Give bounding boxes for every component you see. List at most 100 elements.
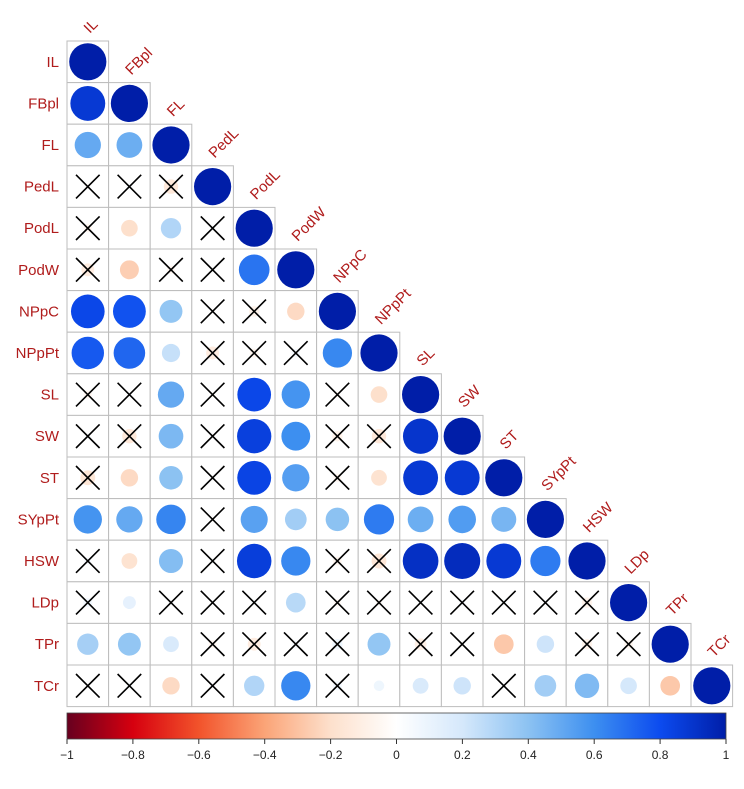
corr-circle-HSW-ST xyxy=(486,543,522,579)
column-label-NPpPt: NPpPt xyxy=(372,285,415,328)
insignificant-cross-SW-IL xyxy=(75,423,101,449)
column-label-TPr: TPr xyxy=(663,590,692,619)
tick-label: 0 xyxy=(393,748,400,762)
corr-circle-TCr-SW xyxy=(453,677,471,695)
column-label-PodL: PodL xyxy=(247,166,284,203)
cell-ST-NPpC xyxy=(316,456,359,500)
corr-circle-SW-PodL xyxy=(237,419,272,454)
insignificant-cross-SW-FBpl xyxy=(117,423,142,449)
insignificant-cross-PodW-FL xyxy=(158,257,184,283)
insignificant-cross-LDp-SW xyxy=(449,590,475,615)
insignificant-cross-LDp-NPpPt xyxy=(366,590,392,615)
corr-circle-SYpPt-FL xyxy=(156,504,186,535)
cell-SL-FL xyxy=(149,373,193,416)
corr-circle-ST-FBpl xyxy=(120,469,139,487)
column-label-ST: ST xyxy=(497,427,523,453)
column-label-SL: SL xyxy=(413,345,438,370)
insignificant-cross-TCr-FBpl xyxy=(117,673,142,699)
tick-label: −0.8 xyxy=(121,748,145,762)
tick-label: −0.2 xyxy=(319,748,343,762)
corr-circle-SL-SL xyxy=(402,376,440,414)
insignificant-cross-PedL-IL xyxy=(75,174,101,199)
tick-label: 0.2 xyxy=(454,748,471,762)
insignificant-cross-NPpPt-PodW xyxy=(283,340,309,366)
row-label-HSW: HSW xyxy=(24,553,60,570)
corr-circle-NPpPt-IL xyxy=(71,336,105,370)
corr-circle-SYpPt-SW xyxy=(448,505,476,534)
insignificant-cross-TCr-PedL xyxy=(200,673,225,699)
corr-circle-HSW-PodL xyxy=(236,543,272,579)
insignificant-cross-SW-NPpC xyxy=(325,423,350,449)
tick-label: 0.4 xyxy=(520,748,537,762)
insignificant-cross-ST-PedL xyxy=(200,465,225,491)
insignificant-cross-LDp-IL xyxy=(75,590,101,615)
corr-circle-SW-SL xyxy=(402,418,439,454)
insignificant-cross-HSW-NPpC xyxy=(325,548,350,574)
corr-circle-SL-NPpPt xyxy=(370,386,388,403)
insignificant-cross-TPr-LDp xyxy=(616,631,641,657)
insignificant-cross-PedL-FBpl xyxy=(117,174,142,199)
corr-circle-TCr-TPr xyxy=(660,675,681,696)
corr-circle-HSW-HSW xyxy=(568,542,606,580)
corr-circle-HSW-SYpPt xyxy=(530,545,561,577)
cell-TCr-ST xyxy=(482,664,526,708)
color-legend xyxy=(66,712,727,740)
row-label-SL: SL xyxy=(41,387,59,404)
corr-circle-ST-PodW xyxy=(282,464,310,492)
corr-circle-TPr-NPpPt xyxy=(367,632,391,656)
insignificant-cross-SL-PedL xyxy=(200,382,225,407)
corr-circle-NPpPt-FBpl xyxy=(113,337,146,369)
corr-circle-TCr-TCr xyxy=(693,667,731,705)
corr-circle-LDp-LDp xyxy=(610,584,648,622)
corr-circle-TPr-IL xyxy=(77,633,99,655)
tick-label: −0.4 xyxy=(253,748,277,762)
corr-circle-TCr-FL xyxy=(162,677,180,695)
corr-circle-NPpPt-NPpC xyxy=(322,338,353,368)
insignificant-cross-SYpPt-PedL xyxy=(200,507,225,532)
corr-circle-SYpPt-FBpl xyxy=(116,506,143,533)
row-label-FBpl: FBpl xyxy=(28,95,59,112)
insignificant-cross-TPr-SL xyxy=(408,631,433,657)
corr-circle-PodW-PodL xyxy=(238,254,270,286)
insignificant-cross-PedL-FL xyxy=(158,174,184,199)
tick-label: −0.6 xyxy=(187,748,211,762)
matrix-grid xyxy=(66,40,734,708)
corr-circle-NPpC-FL xyxy=(159,299,183,323)
corr-circle-TCr-SL xyxy=(412,677,429,694)
corr-circle-TCr-SYpPt xyxy=(534,674,557,697)
insignificant-cross-ST-IL xyxy=(75,465,101,491)
corr-circle-HSW-PodW xyxy=(281,546,311,576)
corr-circle-TPr-SYpPt xyxy=(536,635,555,653)
row-label-IL: IL xyxy=(46,54,59,71)
corr-circle-NPpPt-FL xyxy=(161,343,181,363)
corr-circle-FL-FBpl xyxy=(116,132,143,158)
column-label-IL: IL xyxy=(81,16,102,37)
corr-circle-HSW-FL xyxy=(158,548,184,574)
insignificant-cross-PodW-IL xyxy=(75,257,101,283)
corr-circle-TPr-ST xyxy=(493,634,514,655)
insignificant-cross-SW-PedL xyxy=(200,423,225,449)
color-legend-ticks: −1 −0.8 −0.6 −0.4 −0.2 0 0.2 0.4 0.6 0.8 1 xyxy=(60,739,730,762)
insignificant-cross-PodL-IL xyxy=(75,215,101,241)
corr-circle-NPpC-PodW xyxy=(287,302,305,321)
row-label-TPr: TPr xyxy=(35,636,59,653)
column-label-LDp: LDp xyxy=(621,546,652,577)
corr-circle-SYpPt-SYpPt xyxy=(526,500,565,538)
insignificant-cross-HSW-PedL xyxy=(200,548,225,574)
column-label-NPpC: NPpC xyxy=(330,246,370,286)
row-label-PodL: PodL xyxy=(24,220,59,237)
corr-circle-ST-FL xyxy=(159,466,183,490)
row-label-NPpPt: NPpPt xyxy=(16,345,60,362)
insignificant-cross-HSW-NPpPt xyxy=(366,548,392,574)
corr-circle-NPpC-NPpC xyxy=(318,292,356,330)
corr-circle-SL-FL xyxy=(157,381,185,408)
corr-circle-SW-SW xyxy=(443,417,481,455)
insignificant-cross-TPr-PodL xyxy=(241,631,267,657)
row-label-PodW: PodW xyxy=(18,262,60,279)
row-label-FL: FL xyxy=(41,137,59,154)
insignificant-cross-LDp-PodL xyxy=(241,590,267,615)
insignificant-cross-PodL-PedL xyxy=(200,215,225,241)
corr-circle-TCr-LDp xyxy=(620,677,637,695)
insignificant-cross-LDp-PedL xyxy=(200,590,225,615)
corr-circle-NPpPt-NPpPt xyxy=(360,334,398,372)
